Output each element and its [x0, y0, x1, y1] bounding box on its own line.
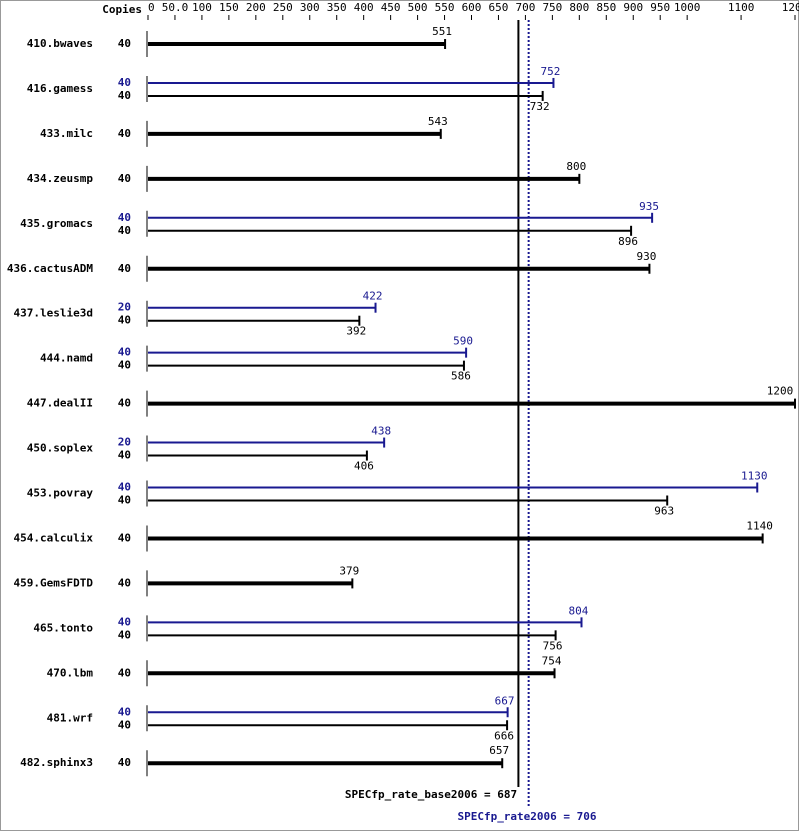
- value-label: 896: [618, 235, 638, 248]
- value-label: 800: [566, 160, 586, 173]
- value-label: 963: [654, 505, 674, 518]
- copies: 40: [118, 494, 131, 507]
- copies: 40: [118, 481, 131, 494]
- value-label: 752: [541, 65, 561, 78]
- x-tick-label: 1000: [674, 1, 701, 14]
- copies: 40: [118, 705, 131, 718]
- benchmark-name: 410.bwaves: [27, 37, 93, 50]
- x-tick-label: 500: [408, 1, 428, 14]
- x-tick-label: 800: [569, 1, 589, 14]
- x-tick-label: 700: [515, 1, 535, 14]
- value-label: 590: [453, 335, 473, 348]
- copies: 40: [118, 449, 131, 462]
- benchmark-name: 465.tonto: [33, 621, 93, 634]
- value-label: 379: [339, 564, 359, 577]
- value-label: 935: [639, 200, 659, 213]
- value-label: 422: [363, 290, 383, 303]
- benchmark-name: 444.namd: [40, 352, 93, 365]
- x-tick-label: 300: [300, 1, 320, 14]
- benchmark-name: 459.GemsFDTD: [14, 576, 94, 589]
- copies: 40: [118, 576, 131, 589]
- copies: 40: [118, 756, 131, 769]
- benchmark-name: 436.cactusADM: [7, 262, 93, 275]
- x-tick-label: 450: [381, 1, 401, 14]
- benchmark-name: 454.calculix: [14, 531, 94, 544]
- copies: 40: [118, 531, 131, 544]
- copies: 40: [118, 211, 131, 224]
- x-tick-label: 750: [542, 1, 562, 14]
- copies: 40: [118, 262, 131, 275]
- copies: 40: [118, 628, 131, 641]
- value-label: 1140: [746, 519, 773, 532]
- benchmark-name: 416.gamess: [27, 82, 93, 95]
- x-tick-label: 600: [462, 1, 482, 14]
- x-tick-label: 950: [650, 1, 670, 14]
- copies: 20: [118, 301, 131, 314]
- copies: 40: [118, 718, 131, 731]
- benchmark-name: 481.wrf: [47, 711, 93, 724]
- copies: 40: [118, 127, 131, 140]
- x-tick-label: 100: [192, 1, 212, 14]
- copies: 40: [118, 76, 131, 89]
- copies: 40: [118, 666, 131, 679]
- copies: 40: [118, 172, 131, 185]
- benchmark-name: 470.lbm: [47, 666, 94, 679]
- copies: 40: [118, 37, 131, 50]
- copies: 20: [118, 436, 131, 449]
- x-tick-label: 200: [246, 1, 266, 14]
- copies: 40: [118, 359, 131, 372]
- benchmark-name: 482.sphinx3: [20, 756, 93, 769]
- copies: 40: [118, 314, 131, 327]
- value-label: 666: [494, 729, 514, 742]
- x-tick-label: 400: [354, 1, 374, 14]
- x-tick-label: 650: [489, 1, 509, 14]
- value-label: 1200: [767, 385, 794, 398]
- benchmark-name: 433.milc: [40, 127, 93, 140]
- value-label: 754: [542, 654, 562, 667]
- benchmark-name: 453.povray: [27, 487, 94, 500]
- value-label: 756: [543, 639, 563, 652]
- benchmark-name: 434.zeusmp: [27, 172, 94, 185]
- copies: 40: [118, 346, 131, 359]
- value-label: 586: [451, 370, 471, 383]
- value-label: 804: [569, 604, 589, 617]
- x-tick-label: 550: [435, 1, 455, 14]
- benchmark-name: 450.soplex: [27, 442, 94, 455]
- x-tick-label: 0: [148, 1, 155, 14]
- x-tick-label: 900: [623, 1, 643, 14]
- copies-header: Copies: [102, 3, 142, 16]
- x-tick-label: 1100: [728, 1, 755, 14]
- value-label: 551: [432, 25, 452, 38]
- value-label: 667: [495, 694, 515, 707]
- base-reference-label: SPECfp_rate_base2006 = 687: [345, 788, 517, 801]
- x-tick-label: 250: [273, 1, 293, 14]
- x-tick-label: 50.0: [162, 1, 189, 14]
- benchmark-name: 437.leslie3d: [14, 307, 93, 320]
- value-label: 406: [354, 460, 374, 473]
- value-label: 392: [346, 325, 366, 338]
- benchmark-name: 447.dealII: [27, 397, 93, 410]
- copies: 40: [118, 397, 131, 410]
- value-label: 657: [489, 744, 509, 757]
- x-tick-label: 1200: [782, 1, 799, 14]
- copies: 40: [118, 615, 131, 628]
- peak-reference-label: SPECfp_rate2006 = 706: [457, 810, 596, 823]
- copies: 40: [118, 224, 131, 237]
- value-label: 438: [371, 425, 391, 438]
- benchmark-name: 435.gromacs: [20, 217, 93, 230]
- x-tick-label: 350: [327, 1, 347, 14]
- value-label: 732: [530, 100, 550, 113]
- value-label: 1130: [741, 470, 768, 483]
- x-tick-label: 850: [596, 1, 616, 14]
- x-tick-label: 150: [219, 1, 239, 14]
- value-label: 930: [636, 250, 656, 263]
- copies: 40: [118, 89, 131, 102]
- value-label: 543: [428, 115, 448, 128]
